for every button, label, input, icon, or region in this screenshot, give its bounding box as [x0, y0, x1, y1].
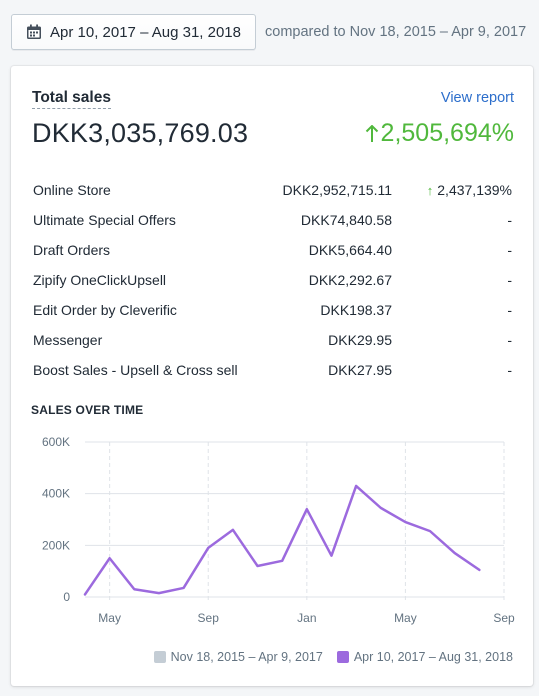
channel-name: Draft Orders	[33, 242, 111, 258]
channel-change: -	[507, 332, 512, 348]
channel-name: Messenger	[33, 332, 103, 348]
channel-name: Edit Order by Cleverific	[33, 302, 177, 318]
channel-amount: DKK27.95	[328, 362, 392, 378]
channel-amount: DKK2,292.67	[308, 272, 392, 288]
x-tick-label: May	[394, 611, 417, 625]
legend-item-previous[interactable]: Nov 18, 2015 – Apr 9, 2017	[153, 650, 323, 664]
channel-change: -	[507, 242, 512, 258]
y-tick-label: 600K	[42, 435, 70, 449]
view-report-link[interactable]: View report	[440, 90, 514, 106]
channel-amount: DKK2,952,715.11	[282, 182, 393, 198]
series-line	[83, 484, 481, 596]
channel-change: ↑ 2,437,139%	[392, 182, 512, 198]
y-tick-label: 0	[63, 590, 70, 604]
channel-change: -	[507, 302, 512, 318]
card-title[interactable]: Total sales	[32, 89, 111, 109]
list-item: Draft Orders DKK5,664.40 -	[33, 235, 512, 265]
channel-change: -	[507, 362, 512, 378]
calendar-icon	[27, 24, 41, 39]
list-item: Zipify OneClickUpsell DKK2,292.67 -	[33, 265, 512, 295]
sales-channel-list: Online Store DKK2,952,715.11 ↑ 2,437,139%…	[33, 175, 512, 385]
channel-amount: DKK198.37	[320, 302, 392, 318]
channel-name: Zipify OneClickUpsell	[33, 272, 167, 288]
total-change: 2,505,694%	[365, 119, 514, 148]
list-item: Boost Sales - Upsell & Cross sell DKK27.…	[33, 355, 512, 385]
channel-name: Ultimate Special Offers	[33, 212, 176, 228]
x-tick-label: Sep	[198, 611, 220, 625]
channel-name: Boost Sales - Upsell & Cross sell	[33, 362, 238, 378]
total-sales-card: Total sales View report DKK3,035,769.03 …	[11, 66, 533, 686]
list-item: Edit Order by Cleverific DKK198.37 -	[33, 295, 512, 325]
legend-label: Nov 18, 2015 – Apr 9, 2017	[170, 650, 323, 664]
list-item: Online Store DKK2,952,715.11 ↑ 2,437,139%	[33, 175, 512, 205]
date-range-label: Apr 10, 2017 – Aug 31, 2018	[50, 23, 241, 41]
top-bar: Apr 10, 2017 – Aug 31, 2018 compared to …	[11, 14, 529, 50]
channel-amount: DKK5,664.40	[308, 242, 392, 258]
arrow-up-icon: ↑	[426, 183, 434, 198]
total-change-value: 2,505,694%	[380, 119, 514, 147]
arrow-up-icon	[365, 124, 378, 142]
date-range-button[interactable]: Apr 10, 2017 – Aug 31, 2018	[11, 14, 256, 50]
y-tick-label: 200K	[42, 538, 70, 552]
channel-change-value: 2,437,139%	[437, 182, 512, 198]
legend-item-current[interactable]: Apr 10, 2017 – Aug 31, 2018	[336, 650, 513, 664]
x-tick-label: May	[98, 611, 121, 625]
y-tick-label: 400K	[42, 487, 70, 501]
channel-name: Online Store	[33, 182, 111, 198]
channel-change: -	[507, 212, 512, 228]
sales-over-time-chart: 0 200K 400K 600K May Sep Jan May Sep	[42, 435, 515, 625]
compare-range-text: compared to Nov 18, 2015 – Apr 9, 2017	[265, 24, 527, 40]
list-item: Ultimate Special Offers DKK74,840.58 -	[33, 205, 512, 235]
x-tick-label: Jan	[297, 611, 316, 625]
legend-swatch	[336, 651, 349, 663]
sales-over-time-title: SALES OVER TIME	[31, 403, 144, 417]
x-tick-label: Sep	[493, 611, 515, 625]
legend-swatch	[153, 651, 166, 663]
list-item: Messenger DKK29.95 -	[33, 325, 512, 355]
channel-amount: DKK29.95	[328, 332, 392, 348]
channel-change: -	[507, 272, 512, 288]
channel-amount: DKK74,840.58	[300, 212, 392, 228]
total-sales-amount: DKK3,035,769.03	[32, 118, 249, 148]
legend-label: Apr 10, 2017 – Aug 31, 2018	[353, 650, 513, 664]
chart-legend: Nov 18, 2015 – Apr 9, 2017 Apr 10, 2017 …	[146, 650, 513, 664]
